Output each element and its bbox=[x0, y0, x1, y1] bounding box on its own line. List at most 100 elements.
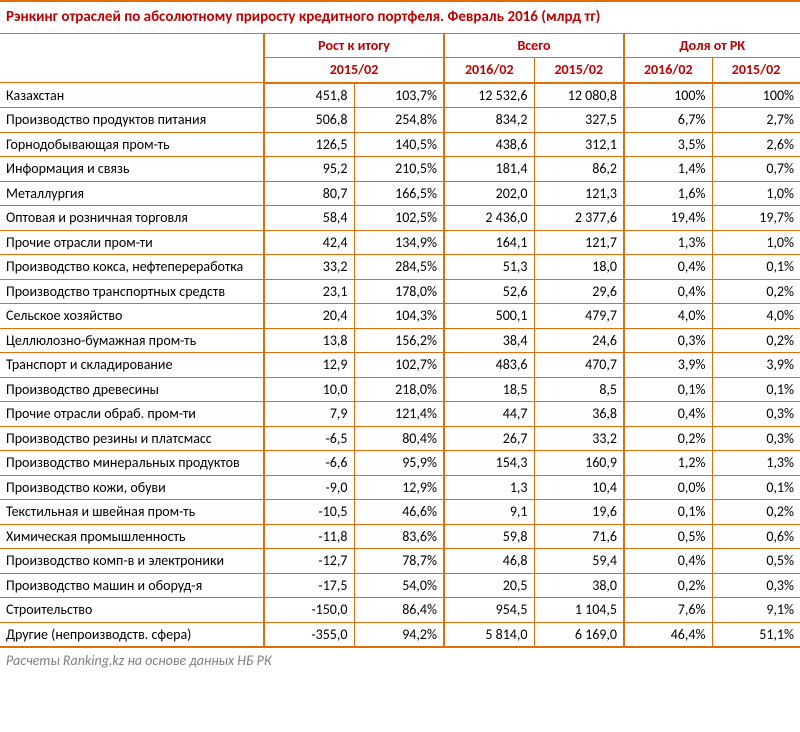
cell-value: 6,7% bbox=[624, 108, 712, 133]
row-label: Другие (непроизводств. сфера) bbox=[0, 622, 264, 647]
cell-value: 10,0 bbox=[264, 377, 354, 402]
cell-value: 0,2% bbox=[712, 500, 800, 525]
cell-value: 12,9 bbox=[264, 353, 354, 378]
cell-value: 126,5 bbox=[264, 132, 354, 157]
cell-value: 3,5% bbox=[624, 132, 712, 157]
ranking-table-container: Рэнкинг отраслей по абсолютному приросту… bbox=[0, 0, 800, 669]
cell-value: 0,4% bbox=[624, 255, 712, 280]
table-row: Производство резины и платсмасс-6,580,4%… bbox=[0, 426, 800, 451]
table-row: Производство транспортных средств23,1178… bbox=[0, 279, 800, 304]
cell-value: -10,5 bbox=[264, 500, 354, 525]
table-row: Производство машин и оборуд-я-17,554,0%2… bbox=[0, 573, 800, 598]
cell-value: 0,3% bbox=[624, 328, 712, 353]
cell-value: 0,1% bbox=[624, 377, 712, 402]
table-row: Оптовая и розничная торговля58,4102,5%2 … bbox=[0, 206, 800, 231]
cell-value: 3,9% bbox=[712, 353, 800, 378]
cell-value: 12 532,6 bbox=[444, 83, 534, 108]
row-label: Химическая промышленность bbox=[0, 524, 264, 549]
table-row: Производство минеральных продуктов-6,695… bbox=[0, 451, 800, 476]
ranking-table: Рэнкинг отраслей по абсолютному приросту… bbox=[0, 0, 800, 648]
cell-value: 0,4% bbox=[624, 402, 712, 427]
row-label: Производство минеральных продуктов bbox=[0, 451, 264, 476]
cell-value: 42,4 bbox=[264, 230, 354, 255]
cell-value: 500,1 bbox=[444, 304, 534, 329]
cell-value: 1,3% bbox=[624, 230, 712, 255]
cell-value: 438,6 bbox=[444, 132, 534, 157]
row-label: Производство комп-в и электроники bbox=[0, 549, 264, 574]
cell-value: 0,2% bbox=[624, 426, 712, 451]
cell-value: 58,4 bbox=[264, 206, 354, 231]
cell-value: 1,6% bbox=[624, 181, 712, 206]
cell-value: 5 814,0 bbox=[444, 622, 534, 647]
cell-value: 95,2 bbox=[264, 157, 354, 182]
cell-value: 46,6% bbox=[354, 500, 444, 525]
cell-value: 0,5% bbox=[624, 524, 712, 549]
cell-value: 0,3% bbox=[712, 426, 800, 451]
cell-value: 2,7% bbox=[712, 108, 800, 133]
row-label: Производство древесины bbox=[0, 377, 264, 402]
table-row: Прочие отрасли обраб. пром-ти7,9121,4%44… bbox=[0, 402, 800, 427]
cell-value: 218,0% bbox=[354, 377, 444, 402]
cell-value: -6,5 bbox=[264, 426, 354, 451]
cell-value: 13,8 bbox=[264, 328, 354, 353]
cell-value: 18,5 bbox=[444, 377, 534, 402]
cell-value: 834,2 bbox=[444, 108, 534, 133]
cell-value: 4,0% bbox=[712, 304, 800, 329]
cell-value: -12,7 bbox=[264, 549, 354, 574]
table-row: Информация и связь95,2210,5%181,486,21,4… bbox=[0, 157, 800, 182]
header-empty bbox=[0, 33, 264, 83]
cell-value: 36,8 bbox=[534, 402, 624, 427]
row-label: Производство кокса, нефтепереработка bbox=[0, 255, 264, 280]
cell-value: 3,9% bbox=[624, 353, 712, 378]
cell-value: 54,0% bbox=[354, 573, 444, 598]
cell-value: 0,4% bbox=[624, 279, 712, 304]
cell-value: 178,0% bbox=[354, 279, 444, 304]
row-label: Информация и связь bbox=[0, 157, 264, 182]
header-sub-growth: 2015/02 bbox=[264, 58, 444, 83]
cell-value: 1,4% bbox=[624, 157, 712, 182]
cell-value: 51,3 bbox=[444, 255, 534, 280]
table-header: Рэнкинг отраслей по абсолютному приросту… bbox=[0, 1, 800, 83]
cell-value: 202,0 bbox=[444, 181, 534, 206]
cell-value: 0,4% bbox=[624, 549, 712, 574]
table-row: Производство кокса, нефтепереработка33,2… bbox=[0, 255, 800, 280]
table-row: Производство комп-в и электроники-12,778… bbox=[0, 549, 800, 574]
cell-value: 9,1% bbox=[712, 598, 800, 623]
cell-value: 0,0% bbox=[624, 475, 712, 500]
cell-value: 479,7 bbox=[534, 304, 624, 329]
cell-value: 2 436,0 bbox=[444, 206, 534, 231]
cell-value: 506,8 bbox=[264, 108, 354, 133]
cell-value: 164,1 bbox=[444, 230, 534, 255]
cell-value: 59,4 bbox=[534, 549, 624, 574]
cell-value: 24,6 bbox=[534, 328, 624, 353]
table-row: Производство кожи, обуви-9,012,9%1,310,4… bbox=[0, 475, 800, 500]
cell-value: 140,5% bbox=[354, 132, 444, 157]
cell-value: 2 377,6 bbox=[534, 206, 624, 231]
cell-value: 121,4% bbox=[354, 402, 444, 427]
header-sub-total-2015: 2015/02 bbox=[534, 58, 624, 83]
table-row: Прочие отрасли пром-ти42,4134,9%164,1121… bbox=[0, 230, 800, 255]
table-row: Другие (непроизводств. сфера)-355,094,2%… bbox=[0, 622, 800, 647]
table-title: Рэнкинг отраслей по абсолютному приросту… bbox=[0, 1, 800, 33]
cell-value: 0,3% bbox=[712, 573, 800, 598]
cell-value: 134,9% bbox=[354, 230, 444, 255]
cell-value: 80,7 bbox=[264, 181, 354, 206]
cell-value: 46,8 bbox=[444, 549, 534, 574]
cell-value: 470,7 bbox=[534, 353, 624, 378]
row-label: Производство машин и оборуд-я bbox=[0, 573, 264, 598]
row-label: Текстильная и швейная пром-ть bbox=[0, 500, 264, 525]
cell-value: 100% bbox=[624, 83, 712, 108]
cell-value: -6,6 bbox=[264, 451, 354, 476]
row-label: Металлургия bbox=[0, 181, 264, 206]
header-group-share: Доля от РК bbox=[624, 33, 800, 58]
cell-value: 156,2% bbox=[354, 328, 444, 353]
cell-value: 1,3 bbox=[444, 475, 534, 500]
cell-value: 0,1% bbox=[712, 377, 800, 402]
cell-value: 23,1 bbox=[264, 279, 354, 304]
table-row: Производство продуктов питания506,8254,8… bbox=[0, 108, 800, 133]
cell-value: 26,7 bbox=[444, 426, 534, 451]
cell-value: 0,1% bbox=[712, 255, 800, 280]
row-label: Оптовая и розничная торговля bbox=[0, 206, 264, 231]
cell-value: 483,6 bbox=[444, 353, 534, 378]
cell-value: 1,3% bbox=[712, 451, 800, 476]
